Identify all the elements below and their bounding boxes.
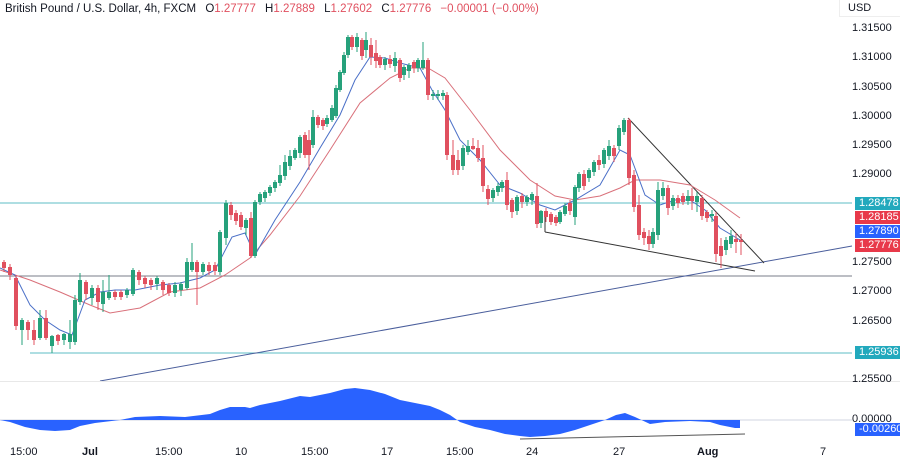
price-tick: 1.30000 <box>852 110 892 122</box>
price-tick: 1.31000 <box>852 51 892 63</box>
symbol-header: British Pound / U.S. Dollar, 4h, FXCM O1… <box>5 1 539 17</box>
price-tick: 1.25500 <box>852 373 892 385</box>
price-tick: 1.27500 <box>852 256 892 268</box>
close-label: C <box>381 3 390 15</box>
time-tick: 27 <box>613 446 626 458</box>
oscillator-value-tag: -0.00260 <box>855 423 900 436</box>
oscillator-area <box>0 388 740 437</box>
time-tick: 15:00 <box>446 446 474 458</box>
last-price-tag: 1.27776 <box>855 239 900 252</box>
time-tick: 7 <box>820 446 827 458</box>
high-label: H <box>265 3 274 15</box>
symbol-title: British Pound / U.S. Dollar, 4h, FXCM <box>5 3 197 15</box>
price-tick: 1.29500 <box>852 139 892 151</box>
time-tick: 10 <box>235 446 248 458</box>
open-value: 1.27777 <box>214 3 256 15</box>
price-tick: 1.30500 <box>852 81 892 93</box>
close-value: 1.27776 <box>389 3 432 15</box>
price-tick: 1.31500 <box>852 22 892 34</box>
time-tick: Jul <box>82 446 98 458</box>
open-label: O <box>205 3 215 15</box>
price-tick: 1.29000 <box>852 168 892 180</box>
time-tick: Aug <box>697 446 719 458</box>
pane-separator[interactable] <box>0 381 900 382</box>
low-label: L <box>324 3 331 15</box>
ascending-trendline[interactable] <box>99 245 853 382</box>
high-value: 1.27889 <box>273 3 315 15</box>
resistance-price-tag: 1.28478 <box>855 197 900 210</box>
candles <box>2 32 743 353</box>
low-value: 1.27602 <box>330 3 373 15</box>
time-tick: 15:00 <box>10 446 38 458</box>
price-tick: 1.26500 <box>852 315 892 327</box>
time-tick: 15:00 <box>155 446 183 458</box>
time-tick: 17 <box>381 446 394 458</box>
oscillator-divergence-line[interactable] <box>519 433 746 440</box>
oscillator-tick: 0.00000 <box>852 413 892 425</box>
wedge-lower-line[interactable] <box>544 231 756 272</box>
change-value: −0.00001 (−0.00%) <box>440 3 539 15</box>
price-tick: 1.27000 <box>852 285 892 297</box>
time-tick: 15:00 <box>301 446 329 458</box>
time-tick: 24 <box>526 446 539 458</box>
support-price-tag: 1.25936 <box>855 346 900 359</box>
fast-ma-price-tag: 1.27890 <box>855 225 900 238</box>
slow-ma-price-tag: 1.28185 <box>855 211 900 224</box>
currency-label[interactable]: USD <box>839 0 900 17</box>
